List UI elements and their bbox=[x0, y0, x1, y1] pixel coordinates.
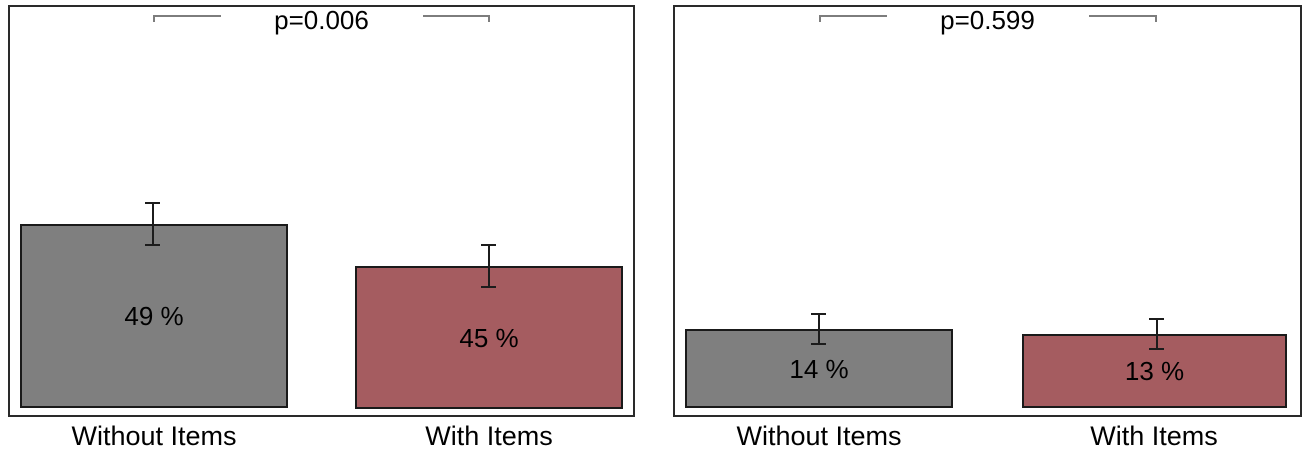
bar-with-items: 13 % bbox=[1022, 334, 1287, 408]
significance-bracket-left-segment bbox=[819, 15, 887, 17]
bar-value-label: 49 % bbox=[124, 301, 184, 331]
error-bar-line bbox=[818, 314, 820, 344]
significance-bracket-right-tick bbox=[488, 15, 490, 22]
x-axis-label-without-items: Without Items bbox=[71, 421, 237, 451]
error-bar-cap-top bbox=[481, 244, 496, 246]
bar-value-label: 14 % bbox=[789, 353, 849, 384]
significance-bracket-left-tick bbox=[153, 15, 155, 22]
error-bar-cap-bottom bbox=[1149, 348, 1164, 350]
error-bar-cap-top bbox=[1149, 318, 1164, 320]
error-bar-cap-bottom bbox=[145, 244, 160, 246]
bar-value-label: 45 % bbox=[459, 322, 519, 353]
significance-bracket-left-tick bbox=[819, 15, 821, 22]
error-bar-line bbox=[488, 245, 490, 287]
error-bar-cap-top bbox=[145, 202, 160, 204]
x-axis-label-without-items: Without Items bbox=[736, 421, 902, 451]
p-value-label: p=0.599 bbox=[940, 5, 1035, 35]
error-bar-line bbox=[1156, 319, 1158, 349]
significance-bracket-right-tick bbox=[1155, 15, 1157, 22]
error-bar-line bbox=[152, 203, 154, 245]
left-chart-plot-area: p=0.006 49 % 45 % bbox=[10, 7, 633, 415]
error-bar-cap-bottom bbox=[811, 343, 826, 345]
x-axis-label-with-items: With Items bbox=[425, 421, 553, 451]
significance-bracket-right-segment bbox=[1088, 15, 1157, 17]
bar-value-label: 13 % bbox=[1124, 356, 1185, 386]
error-bar-cap-bottom bbox=[481, 286, 496, 288]
error-bar-cap-top bbox=[811, 313, 826, 315]
right-chart-panel: p=0.599 14 % 13 % bbox=[673, 5, 1302, 417]
bar-without-items: 49 % bbox=[20, 224, 288, 408]
significance-bracket-right-segment bbox=[422, 15, 490, 17]
left-chart-panel: p=0.006 49 % 45 % bbox=[8, 5, 635, 417]
right-chart-plot-area: p=0.599 14 % 13 % bbox=[675, 7, 1300, 415]
x-axis-label-with-items: With Items bbox=[1090, 421, 1218, 451]
p-value-label: p=0.006 bbox=[274, 5, 369, 35]
significance-bracket-left-segment bbox=[153, 15, 221, 17]
